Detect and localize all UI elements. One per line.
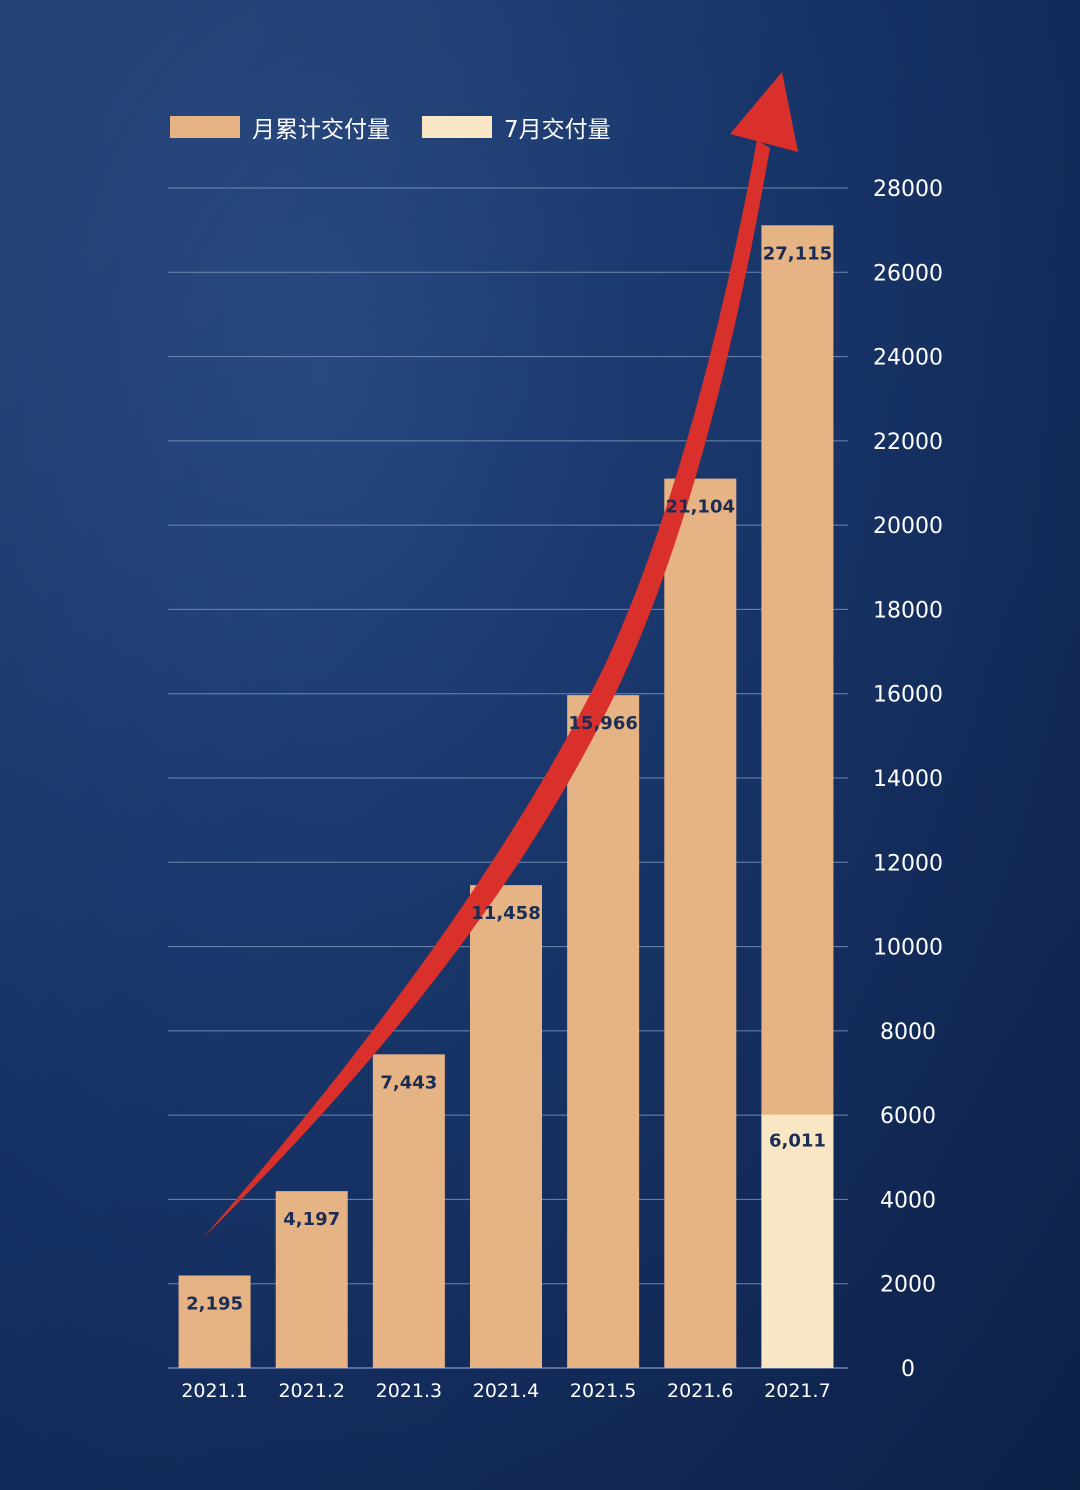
y-tick-label: 10000 xyxy=(873,936,943,961)
y-tick-label: 12000 xyxy=(873,851,943,876)
y-tick-label: 26000 xyxy=(873,261,943,286)
x-axis-labels: 2021.1 2021.2 2021.3 2021.4 2021.5 2021.6 2021… xyxy=(181,1380,830,1402)
y-tick-label: 14000 xyxy=(873,767,943,792)
x-tick-label: 2021.5 xyxy=(570,1380,636,1402)
legend-swatch-monthly xyxy=(422,116,492,138)
data-label-cumulative: 15,966 xyxy=(568,713,637,734)
data-label-cumulative: 27,115 xyxy=(763,243,832,264)
data-labels: 2,195 4,197 7,443 11,458 15,966 21,104 27,115 6… xyxy=(186,243,832,1314)
data-label-monthly: 6,011 xyxy=(769,1131,826,1152)
data-label-cumulative: 21,104 xyxy=(666,497,735,518)
y-tick-label: 16000 xyxy=(873,683,943,708)
data-label-cumulative: 7,443 xyxy=(380,1072,437,1093)
x-tick-label: 2021.1 xyxy=(181,1380,247,1402)
y-tick-label: 8000 xyxy=(880,1020,936,1045)
bar-cumulative xyxy=(275,1191,348,1368)
y-axis-ticks: 0 2000 4000 6000 8000 10000 12000 14000 16000 180… xyxy=(873,177,943,1382)
x-tick-label: 2021.6 xyxy=(667,1380,733,1402)
trend-arrow-head xyxy=(730,72,798,152)
legend-swatch-cumulative xyxy=(170,116,240,138)
y-tick-label: 0 xyxy=(901,1357,915,1382)
legend-label-cumulative: 月累计交付量 xyxy=(252,117,390,143)
bars xyxy=(178,225,834,1369)
x-tick-label: 2021.3 xyxy=(376,1380,442,1402)
legend: 月累计交付量 7月交付量 xyxy=(170,110,643,144)
y-tick-label: 18000 xyxy=(873,598,943,623)
bar-cumulative xyxy=(178,1275,251,1368)
y-tick-label: 4000 xyxy=(880,1188,936,1213)
data-label-cumulative: 11,458 xyxy=(471,903,540,924)
y-tick-label: 24000 xyxy=(873,346,943,371)
x-tick-label: 2021.4 xyxy=(473,1380,539,1402)
bar-cumulative xyxy=(567,695,640,1368)
y-tick-label: 28000 xyxy=(873,177,943,202)
data-label-cumulative: 4,197 xyxy=(283,1209,340,1230)
x-tick-label: 2021.7 xyxy=(764,1380,830,1402)
legend-item-monthly: 7月交付量 xyxy=(422,110,611,144)
bar-cumulative xyxy=(470,885,542,1368)
data-label-cumulative: 2,195 xyxy=(186,1293,243,1314)
bar-monthly xyxy=(761,1114,834,1368)
bar-cumulative xyxy=(372,1054,445,1368)
legend-label-monthly: 7月交付量 xyxy=(504,117,611,143)
y-tick-label: 6000 xyxy=(880,1104,936,1129)
y-tick-label: 22000 xyxy=(873,430,943,455)
x-tick-label: 2021.2 xyxy=(278,1380,344,1402)
y-tick-label: 20000 xyxy=(873,514,943,539)
y-tick-label: 2000 xyxy=(880,1273,936,1298)
legend-item-cumulative: 月累计交付量 xyxy=(170,110,390,144)
bar-cumulative xyxy=(664,478,737,1368)
trend-arrow xyxy=(203,72,798,1238)
